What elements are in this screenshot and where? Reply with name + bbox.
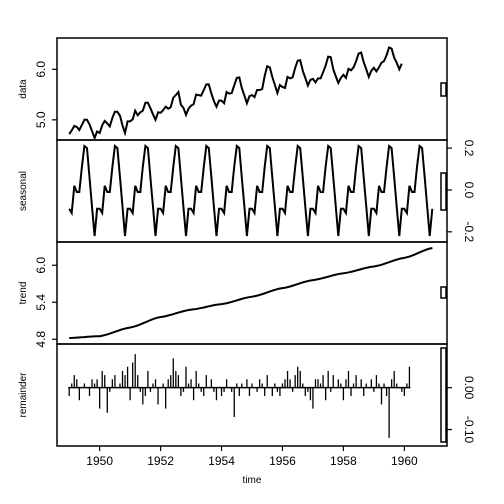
y-tick-label: 0.0 xyxy=(462,182,476,199)
panel-trend-ticks: 4.8 5.4 6.0 xyxy=(34,257,57,348)
panel-seasonal-series-line xyxy=(68,144,434,237)
panel-trend-ylabel: trend xyxy=(18,282,29,305)
panel-data-ticks: 5.0 6.0 xyxy=(34,61,57,128)
panel-remainder-ticks: -0.10 0.00 xyxy=(447,376,476,444)
panel-data: data 5.0 6.0 xyxy=(18,37,448,141)
y-tick-label: 5.4 xyxy=(34,294,48,311)
panel-seasonal-scale-bar xyxy=(440,172,447,211)
x-tick-label: 1956 xyxy=(269,454,296,468)
panel-remainder-ylabel: remainder xyxy=(18,372,29,418)
panel-data-frame xyxy=(56,37,448,141)
y-tick-label: 0.2 xyxy=(462,140,476,157)
panel-data-scale-bar xyxy=(440,82,447,97)
x-tick-label: 1954 xyxy=(208,454,235,468)
y-tick-label: 4.8 xyxy=(34,331,48,348)
panel-trend-series-line xyxy=(69,247,433,339)
y-tick-label: -0.2 xyxy=(462,221,476,242)
x-tick-label: 1950 xyxy=(86,454,113,468)
panel-trend: trend 4.8 5.4 6.0 xyxy=(18,241,448,348)
panel-seasonal: seasonal -0.2 0.0 0.2 xyxy=(18,139,476,243)
x-tick-label: 1952 xyxy=(147,454,174,468)
panel-remainder-scale-bar xyxy=(440,347,447,443)
time-axis: 1950 1952 1954 1956 1958 1960 xyxy=(86,446,418,468)
panel-seasonal-ticks: -0.2 0.0 0.2 xyxy=(447,140,476,242)
panel-remainder-bars xyxy=(68,354,411,438)
panel-remainder-frame xyxy=(56,343,448,447)
y-tick-label: 5.0 xyxy=(34,111,48,128)
y-tick-label: -0.10 xyxy=(462,416,476,444)
panel-remainder: remainder -0.10 0.00 xyxy=(18,343,476,447)
panel-data-series-line xyxy=(68,46,403,141)
y-tick-label: 6.0 xyxy=(34,61,48,78)
y-tick-label: 6.0 xyxy=(34,257,48,274)
x-tick-label: 1958 xyxy=(330,454,357,468)
panel-seasonal-ylabel: seasonal xyxy=(18,171,29,211)
x-axis-label: time xyxy=(243,475,262,486)
panel-trend-frame xyxy=(56,241,448,345)
panel-data-ylabel: data xyxy=(18,79,29,99)
x-tick-label: 1960 xyxy=(391,454,418,468)
y-tick-label: 0.00 xyxy=(462,376,476,400)
panel-trend-scale-bar xyxy=(440,286,447,299)
